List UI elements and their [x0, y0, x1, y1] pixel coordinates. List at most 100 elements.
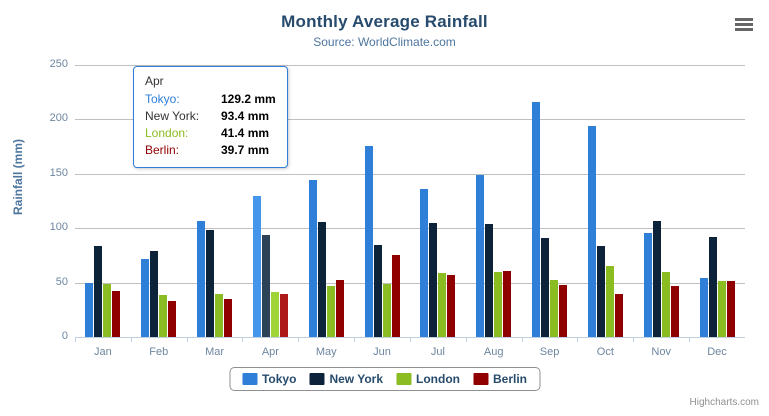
bar-tokyo[interactable]	[420, 189, 429, 337]
bar-new-york[interactable]	[206, 229, 215, 337]
x-tick-mark	[75, 337, 76, 342]
bar-london[interactable]	[159, 294, 168, 337]
bar-tokyo[interactable]	[85, 282, 94, 337]
bar-tokyo[interactable]	[364, 145, 373, 337]
hamburger-bar-3	[735, 28, 753, 31]
bar-berlin[interactable]	[726, 281, 735, 337]
tooltip-row: Tokyo: 129.2 mm	[145, 91, 276, 108]
bar-group[interactable]	[689, 65, 745, 337]
bar-new-york[interactable]	[150, 251, 159, 337]
bar-new-york[interactable]	[652, 221, 661, 337]
x-tick-mark	[577, 337, 579, 342]
bar-berlin[interactable]	[335, 279, 344, 337]
gridline	[75, 228, 745, 230]
bar-berlin[interactable]	[168, 300, 177, 337]
x-axis-tick: Feb	[130, 337, 187, 362]
bar-group[interactable]	[577, 65, 633, 337]
bar-berlin[interactable]	[447, 274, 456, 337]
bar-new-york[interactable]	[541, 237, 550, 337]
bar-london[interactable]	[717, 281, 726, 337]
hamburger-menu-icon[interactable]	[732, 14, 756, 36]
bar-group[interactable]	[187, 65, 243, 337]
x-axis-tick-label: Oct	[596, 346, 614, 358]
gridline	[75, 65, 745, 66]
bar-new-york[interactable]	[596, 246, 605, 337]
bar-london[interactable]	[550, 280, 559, 337]
x-axis-tick-label: Feb	[149, 346, 169, 358]
x-tick-mark	[409, 337, 411, 342]
bar-tokyo[interactable]	[252, 196, 261, 337]
bar-new-york[interactable]	[317, 221, 326, 337]
bar-tokyo[interactable]	[587, 125, 596, 337]
tooltip-rows: Tokyo: 129.2 mm New York: 93.4 mm London: 41.…	[145, 91, 276, 159]
bar-berlin[interactable]	[670, 286, 679, 337]
x-axis-tick: May	[298, 337, 354, 362]
bar-london[interactable]	[270, 291, 279, 337]
x-axis-tick: Apr	[242, 337, 298, 362]
bar-tokyo[interactable]	[532, 101, 541, 337]
x-tick-mark	[242, 337, 244, 342]
gridline	[75, 173, 745, 175]
x-axis-tick-label: Aug	[483, 346, 504, 358]
y-axis-tick-label: 200	[49, 112, 68, 125]
bar-london[interactable]	[494, 272, 503, 337]
bar-group[interactable]	[633, 65, 689, 337]
tooltip-series-name: London:	[145, 126, 189, 140]
bar-new-york[interactable]	[94, 246, 103, 337]
legend-item-berlin[interactable]: Berlin	[473, 372, 527, 386]
bar-tokyo[interactable]	[643, 233, 652, 337]
bar-london[interactable]	[326, 285, 335, 337]
bar-group[interactable]	[522, 65, 578, 337]
x-axis-tick: Nov	[633, 337, 689, 362]
bar-berlin[interactable]	[279, 293, 288, 337]
legend-item-london[interactable]: London	[396, 372, 460, 386]
legend-swatch	[309, 373, 325, 385]
bar-london[interactable]	[661, 272, 670, 337]
bar-tokyo[interactable]	[141, 259, 150, 337]
bar-group[interactable]	[298, 65, 354, 337]
bars-layer	[75, 65, 745, 337]
x-axis-tick: Sep	[521, 337, 578, 362]
bar-berlin[interactable]	[614, 294, 623, 337]
bar-london[interactable]	[605, 266, 614, 337]
bar-tokyo[interactable]	[197, 221, 206, 337]
bar-london[interactable]	[103, 283, 112, 337]
bar-new-york[interactable]	[261, 235, 270, 337]
tooltip-header: Apr	[145, 74, 164, 88]
bar-berlin[interactable]	[224, 299, 233, 337]
bar-group[interactable]	[410, 65, 466, 337]
bar-tokyo[interactable]	[699, 277, 708, 337]
bar-group[interactable]	[75, 65, 131, 337]
x-tick-mark	[465, 337, 467, 342]
bar-tokyo[interactable]	[476, 175, 485, 337]
bar-berlin[interactable]	[112, 290, 121, 337]
x-axis-tick-label: Sep	[539, 346, 560, 358]
legend-item-new-york[interactable]: New York	[309, 372, 383, 386]
chart-subtitle: Source: WorldClimate.com	[313, 35, 456, 49]
bar-berlin[interactable]	[559, 285, 568, 337]
credits-link[interactable]: Highcharts.com	[689, 397, 759, 408]
y-axis-tick-label: 0	[61, 330, 68, 342]
bar-new-york[interactable]	[429, 222, 438, 337]
bar-new-york[interactable]	[485, 223, 494, 337]
bar-new-york[interactable]	[373, 245, 382, 337]
bar-group[interactable]	[242, 65, 298, 337]
x-axis-tick: Jul	[409, 337, 466, 362]
bar-group[interactable]	[354, 65, 410, 337]
bar-new-york[interactable]	[708, 236, 717, 337]
bar-group[interactable]	[131, 65, 187, 337]
bar-berlin[interactable]	[391, 254, 400, 337]
bar-london[interactable]	[215, 294, 224, 337]
bar-london[interactable]	[382, 284, 391, 337]
legend-item-tokyo[interactable]: Tokyo	[241, 372, 296, 386]
x-tick-mark	[633, 337, 635, 342]
legend-item-label: London	[416, 372, 460, 386]
bar-london[interactable]	[438, 272, 447, 337]
tooltip-series-value: 129.2 mm	[221, 92, 276, 106]
x-axis-tick-label: May	[315, 346, 337, 358]
y-axis-labels: 250 200 150 100 50 0	[0, 58, 68, 342]
bar-tokyo[interactable]	[308, 180, 317, 337]
bar-berlin[interactable]	[503, 271, 512, 337]
bar-group[interactable]	[466, 65, 522, 337]
